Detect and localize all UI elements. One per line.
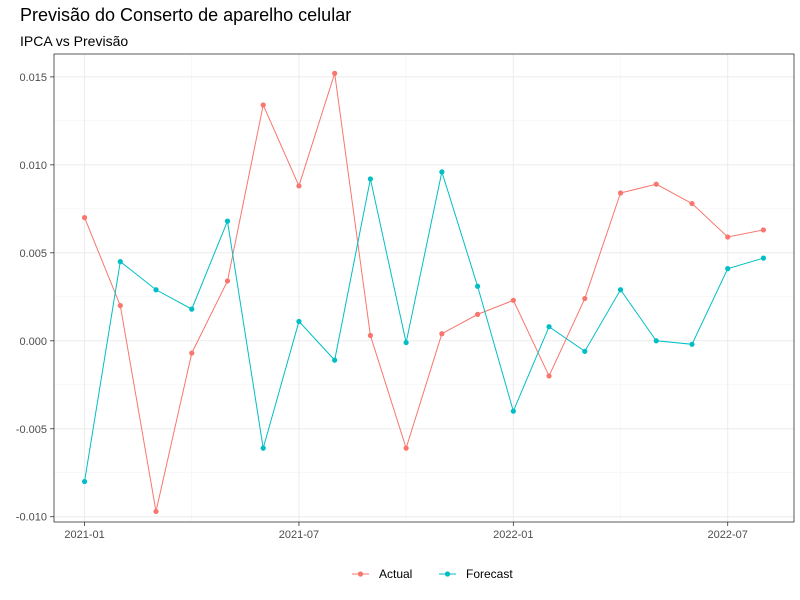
x-tick-label: 2021-01: [64, 529, 104, 541]
y-tick-label: 0.000: [19, 336, 47, 348]
data-point-forecast: [260, 445, 266, 451]
data-point-actual: [81, 215, 88, 221]
data-point-actual: [546, 373, 552, 379]
series-points: [81, 70, 767, 515]
data-point-forecast: [510, 408, 516, 414]
legend-label-forecast: Forecast: [466, 567, 513, 581]
data-point-forecast: [653, 338, 659, 344]
data-point-forecast: [546, 324, 552, 330]
legend: Actual Forecast: [352, 567, 513, 581]
y-tick-label: 0.015: [19, 72, 47, 84]
x-tick-label: 2022-07: [708, 529, 748, 541]
data-point-forecast: [117, 259, 123, 265]
data-point-forecast: [760, 255, 767, 261]
minor-gridlines: [54, 54, 794, 522]
data-point-forecast: [617, 287, 624, 293]
data-point-actual: [760, 227, 767, 233]
data-point-actual: [510, 297, 516, 303]
x-tick-label: 2021-07: [279, 529, 319, 541]
y-tick-label: -0.005: [16, 424, 47, 436]
data-point-forecast: [582, 348, 588, 354]
data-point-actual: [296, 183, 302, 189]
y-tick-label: 0.005: [19, 248, 47, 260]
series-lines: [84, 73, 764, 512]
data-point-actual: [224, 278, 231, 284]
plot-border: [53, 53, 795, 523]
y-tick-label: -0.010: [16, 512, 47, 524]
data-point-forecast: [224, 218, 231, 224]
data-point-actual: [153, 508, 159, 515]
x-tick-label: 2022-01: [493, 529, 533, 541]
data-point-actual: [189, 350, 195, 356]
legend-key-point-forecast: [444, 571, 451, 577]
chart-title: Previsão do Conserto de aparelho celular: [20, 5, 352, 25]
x-axis: 2021-01 2021-07 2022-01 2022-07: [64, 522, 748, 541]
data-point-forecast: [296, 318, 302, 325]
plot-panel: [54, 54, 794, 522]
major-gridlines: [54, 54, 794, 522]
data-point-actual: [653, 181, 659, 187]
data-point-forecast: [403, 339, 409, 346]
data-point-forecast: [474, 283, 481, 289]
data-point-forecast: [725, 266, 731, 272]
data-point-actual: [725, 234, 731, 240]
data-point-actual: [403, 445, 409, 451]
legend-key-point-actual: [357, 571, 364, 577]
data-point-actual: [367, 332, 374, 339]
data-point-actual: [474, 311, 481, 317]
y-axis: -0.010 -0.005 0.000 0.005 0.010 0.015: [16, 72, 54, 524]
data-point-forecast: [689, 341, 695, 347]
legend-label-actual: Actual: [379, 567, 412, 581]
data-point-actual: [332, 70, 338, 76]
series-line-actual: [84, 73, 764, 512]
data-point-actual: [439, 331, 445, 337]
data-point-forecast: [81, 478, 88, 485]
chart-subtitle: IPCA vs Previsão: [20, 33, 129, 49]
y-tick-label: 0.010: [19, 160, 47, 172]
data-point-actual: [260, 102, 266, 108]
data-point-forecast: [153, 287, 159, 293]
data-point-forecast: [439, 169, 445, 175]
data-point-actual: [117, 302, 123, 309]
data-point-forecast: [367, 176, 374, 182]
data-point-forecast: [332, 357, 338, 363]
data-point-actual: [689, 200, 695, 207]
data-point-actual: [582, 295, 588, 302]
series-line-forecast: [84, 169, 764, 482]
data-point-forecast: [189, 306, 195, 312]
data-point-actual: [617, 190, 624, 196]
